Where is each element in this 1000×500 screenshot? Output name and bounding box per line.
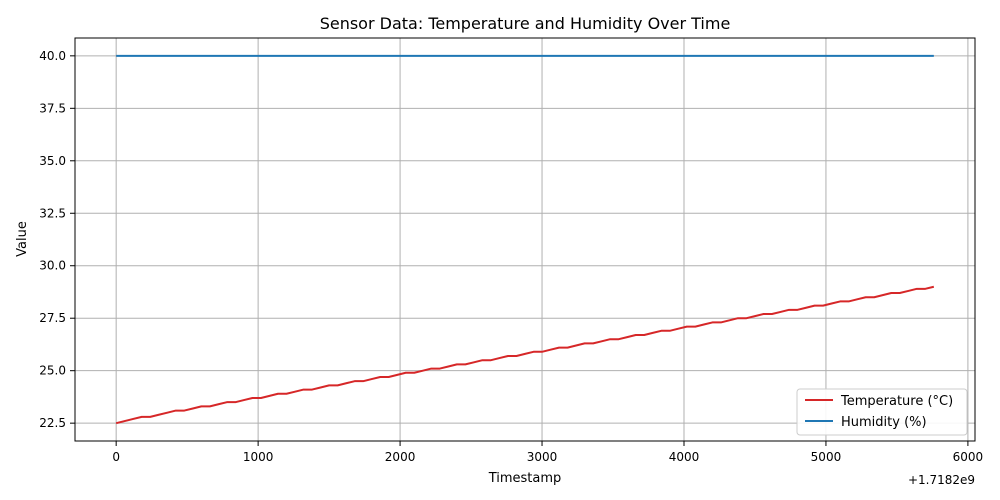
x-tick-label: 3000	[527, 450, 558, 464]
x-axis-ticks: 0 1000 2000 3000 4000 5000 6000	[112, 441, 983, 464]
y-axis-title: Value	[15, 221, 30, 257]
legend-label-temperature: Temperature (°C)	[840, 394, 953, 409]
y-tick-label: 22.5	[39, 416, 66, 430]
x-axis-title: Timestamp	[488, 471, 562, 486]
legend-label-humidity: Humidity (%)	[841, 415, 927, 430]
x-tick-label: 6000	[953, 450, 984, 464]
chart-title: Sensor Data: Temperature and Humidity Ov…	[320, 14, 731, 33]
y-tick-label: 27.5	[39, 311, 66, 325]
y-tick-label: 32.5	[39, 206, 66, 220]
y-axis-ticks: 22.5 25.0 27.5 30.0 32.5 35.0 37.5 40.0	[39, 49, 75, 430]
y-tick-label: 30.0	[39, 259, 66, 273]
plot-frame	[74, 37, 976, 442]
x-tick-label: 5000	[811, 450, 842, 464]
x-axis-offset-label: +1.7182e9	[908, 473, 975, 487]
series-lines	[115, 54, 935, 425]
grid-lines	[75, 38, 975, 441]
legend-box	[796, 388, 968, 436]
series-line-temperature	[115, 285, 935, 425]
x-tick-label: 0	[112, 450, 120, 464]
x-tick-label: 2000	[385, 450, 416, 464]
legend: Temperature (°C) Humidity (%)	[796, 388, 968, 436]
x-tick-label: 1000	[243, 450, 274, 464]
y-tick-label: 37.5	[39, 101, 66, 115]
y-tick-label: 35.0	[39, 154, 66, 168]
x-tick-label: 4000	[669, 450, 700, 464]
y-tick-label: 40.0	[39, 49, 66, 63]
plot-area	[75, 38, 975, 441]
y-tick-label: 25.0	[39, 364, 66, 378]
